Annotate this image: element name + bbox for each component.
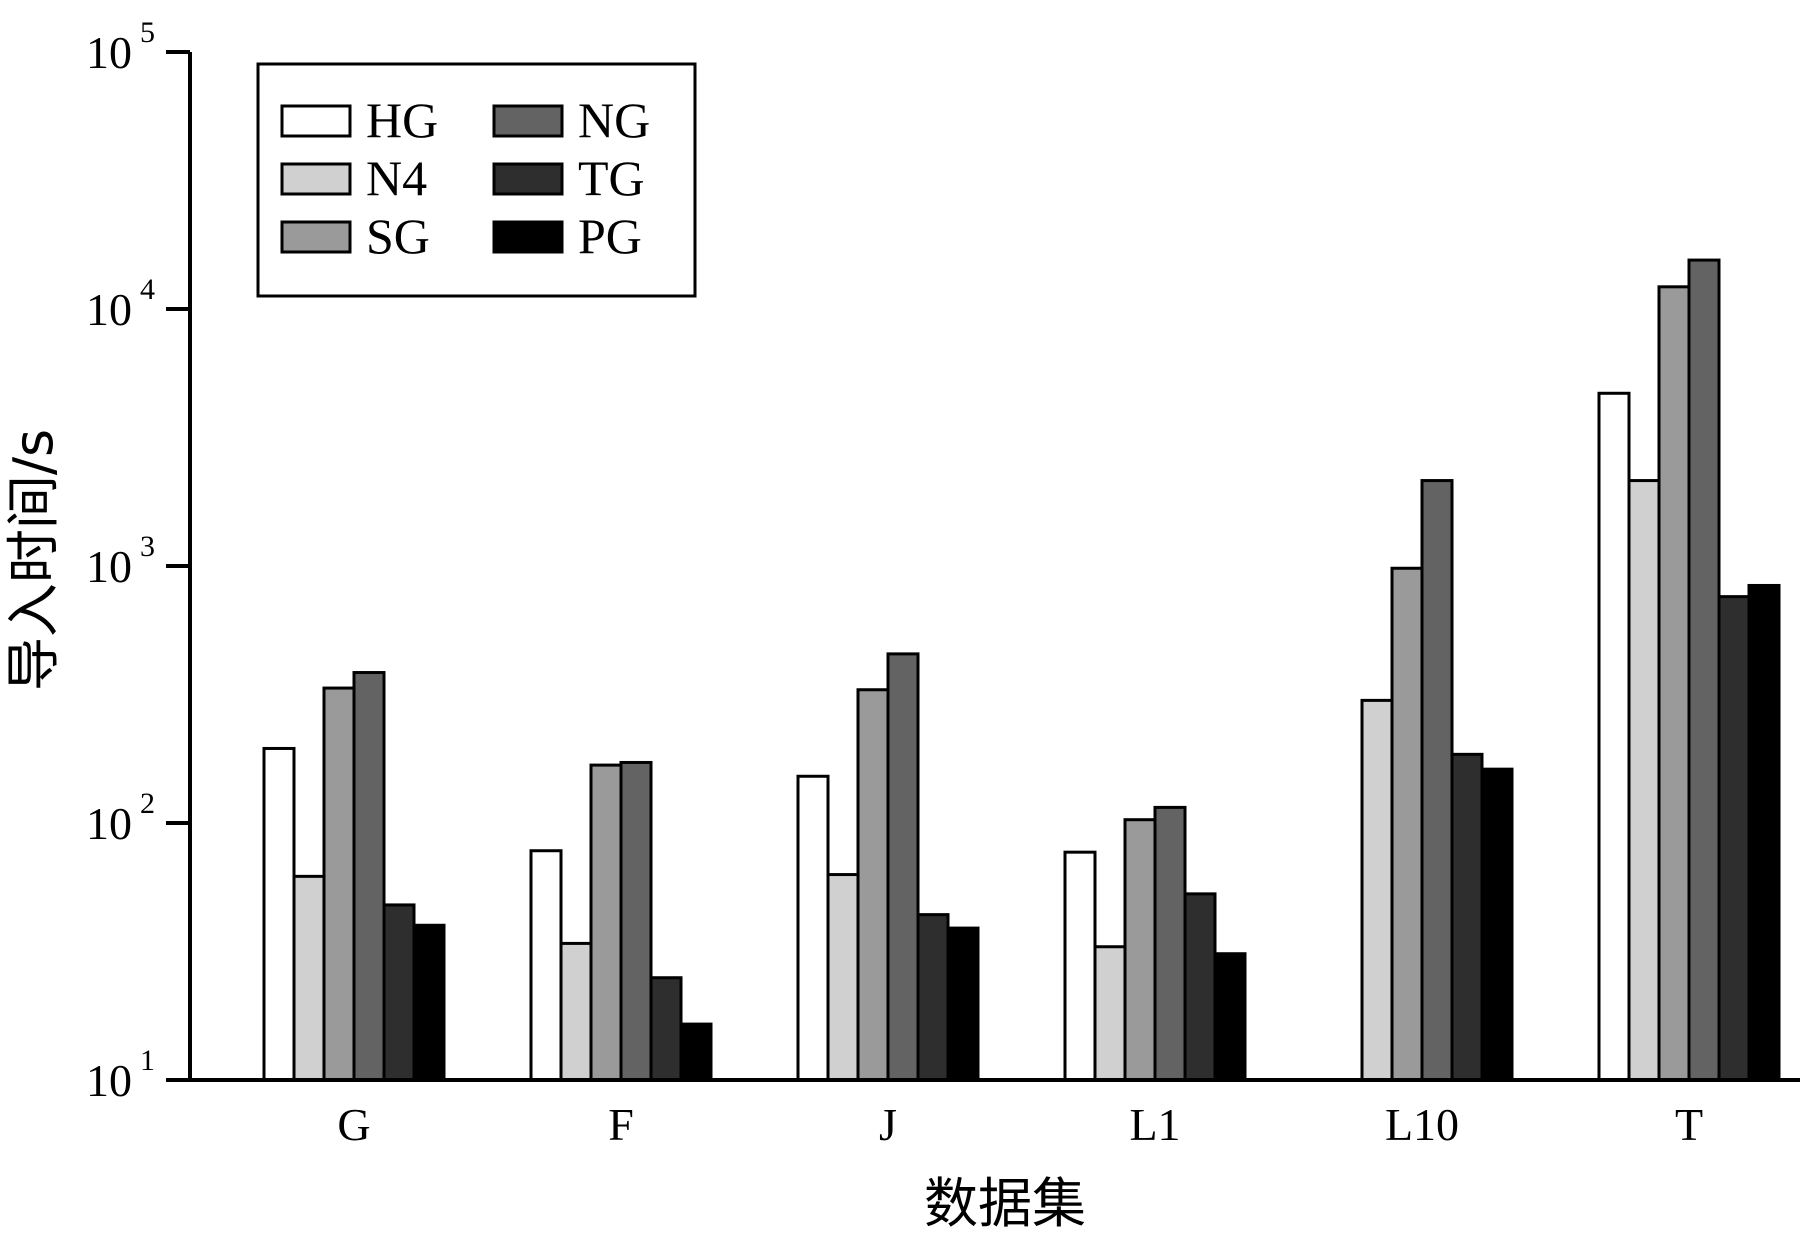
bar-SG-J [856,688,890,1082]
bar-SG-F [589,763,623,1082]
y-tick-exponent: 4 [140,273,155,306]
bar-SG-G [322,686,356,1082]
legend-label-PG: PG [578,208,642,264]
bar-TG-G [382,903,416,1082]
legend-swatch-SG [280,220,352,254]
y-tick-label: 10 [86,284,132,335]
bar-PG-F [679,1022,713,1082]
bar-TG-F [649,976,683,1082]
bar-N4-T [1627,479,1661,1082]
bar-N4-L10 [1360,698,1394,1082]
y-tick-exponent: 3 [140,530,155,563]
bar-HG-L1 [1063,850,1097,1082]
legend-swatch-TG [492,162,564,196]
legend-frame [256,62,697,298]
bar-NG-F [619,760,653,1082]
bar-SG-T [1657,285,1691,1082]
legend-label-HG: HG [366,92,438,148]
bar-NG-L10 [1420,479,1454,1082]
y-tick-label: 10 [86,798,132,849]
legend-swatch-PG [492,220,564,254]
bar-HG-J [796,774,830,1082]
bar-N4-G [292,874,326,1082]
x-tick-label: F [608,1099,634,1150]
x-tick-label: L1 [1129,1099,1180,1150]
bar-PG-G [412,923,446,1082]
bar-SG-L1 [1123,818,1157,1082]
legend-swatch-N4 [280,162,352,196]
bar-PG-L10 [1480,767,1514,1082]
bar-NG-L1 [1153,805,1187,1082]
bar-NG-G [352,671,386,1082]
bar-HG-G [262,746,296,1082]
y-axis-title: 导入时间/s [2,429,65,691]
bar-TG-T [1717,595,1751,1082]
bar-NG-J [886,652,920,1082]
bar-N4-J [826,873,860,1082]
y-tick-label: 10 [86,541,132,592]
legend-label-TG: TG [578,150,645,206]
y-tick-exponent: 1 [140,1044,155,1077]
x-ticks: G F J L1 L10 T [337,1099,1703,1150]
legend-label-N4: N4 [366,150,427,206]
legend-label-SG: SG [366,208,430,264]
y-tick-label: 10 [86,27,132,78]
x-tick-label: G [337,1099,370,1150]
legend-swatch-HG [280,104,352,138]
x-tick-label: J [879,1099,897,1150]
bar-SG-L10 [1390,566,1424,1082]
legend-label-NG: NG [578,92,650,148]
y-tick-label: 10 [86,1055,132,1106]
y-tick-exponent: 5 [140,16,155,49]
x-tick-label: T [1675,1099,1703,1150]
bar-PG-T [1747,583,1781,1082]
bar-HG-F [529,849,563,1082]
x-tick-label: L10 [1385,1099,1459,1150]
bar-PG-L1 [1213,952,1247,1082]
y-tick-exponent: 2 [140,787,155,820]
bars-layer [262,258,1781,1082]
bar-TG-J [916,913,950,1082]
bar-PG-J [946,926,980,1082]
bar-TG-L10 [1450,752,1484,1082]
bar-N4-F [559,941,593,1082]
legend-swatch-NG [492,104,564,138]
x-axis-title: 数据集 [924,1172,1086,1235]
bar-N4-L1 [1093,945,1127,1082]
bar-TG-L1 [1183,892,1217,1082]
bar-HG-T [1597,391,1631,1082]
bar-NG-T [1687,258,1721,1082]
